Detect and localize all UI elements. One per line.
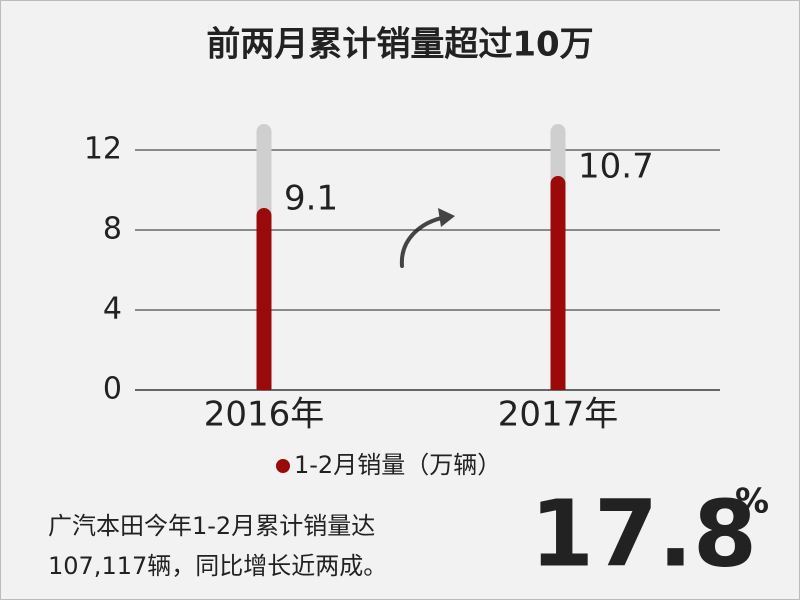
- y-tick-label: 12: [84, 132, 122, 167]
- highlight-number: 17.8: [530, 480, 757, 587]
- y-tick-label: 0: [103, 372, 122, 407]
- legend-marker: [276, 459, 290, 473]
- legend-label: 1-2月销量（万辆）: [294, 451, 501, 479]
- bar: [550, 176, 566, 390]
- annotation-line: 107,117辆，同比增长近两成。: [48, 552, 387, 580]
- data-label: 10.7: [578, 147, 654, 187]
- trend-arrow: [399, 215, 448, 268]
- annotation-line: 广汽本田今年1-2月累计销量达: [48, 512, 375, 540]
- y-tick-label: 8: [103, 212, 122, 247]
- data-label: 9.1: [284, 179, 338, 219]
- trend-arrowhead: [438, 208, 455, 227]
- x-tick-label: 2017年: [498, 395, 619, 435]
- y-tick-label: 4: [103, 292, 122, 327]
- chart-title: 前两月累计销量超过10万: [206, 25, 593, 65]
- bar: [256, 208, 272, 390]
- highlight-unit: %: [735, 482, 769, 522]
- x-tick-label: 2016年: [204, 395, 325, 435]
